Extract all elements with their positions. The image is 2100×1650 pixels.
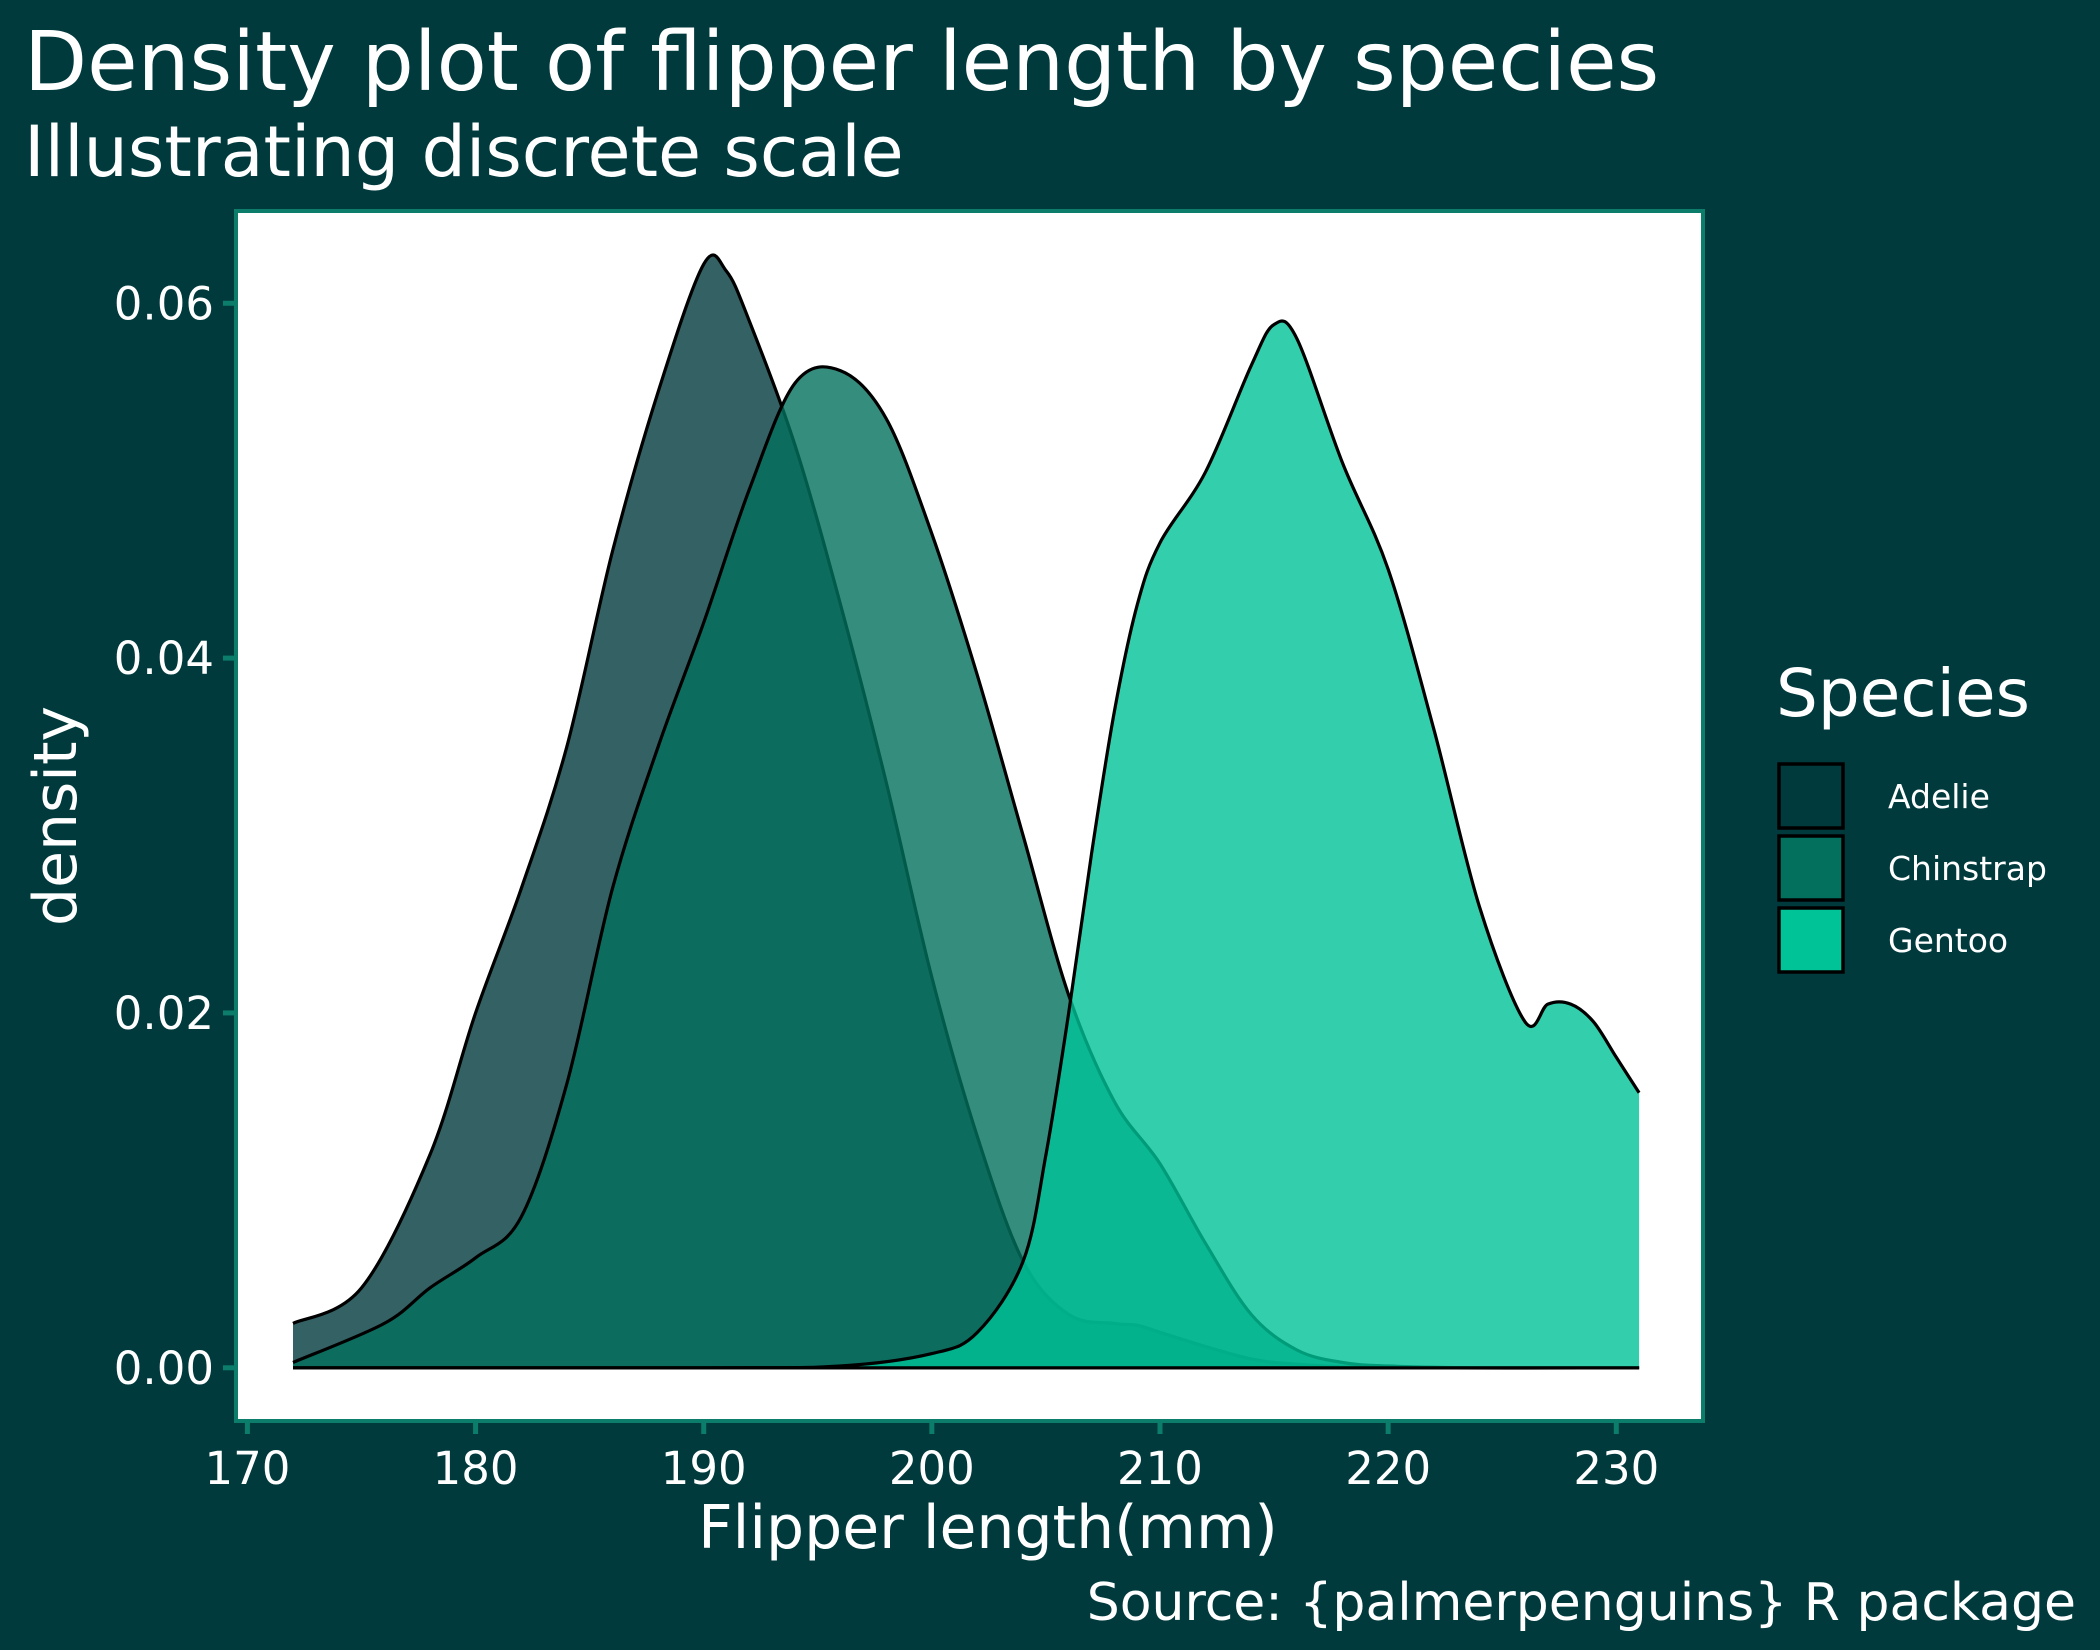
- legend: Species Adelie Chinstrap Gentoo: [1776, 655, 2047, 974]
- legend-title: Species: [1776, 655, 2030, 732]
- x-tick-label: 230: [1573, 1442, 1659, 1495]
- x-tick-label: 170: [204, 1442, 290, 1495]
- x-tick-label: 200: [889, 1442, 975, 1495]
- y-tick-label: 0.06: [114, 277, 214, 330]
- x-axis-title: Flipper length(mm): [698, 1493, 1278, 1563]
- x-tick-label: 220: [1345, 1442, 1431, 1495]
- density-area-chinstrap: [293, 366, 1640, 1368]
- y-tick-label: 0.04: [114, 632, 214, 685]
- x-tick-label: 180: [433, 1442, 519, 1495]
- legend-label-chinstrap: Chinstrap: [1888, 849, 2047, 888]
- y-axis: 0.00 0.02 0.04 0.06: [114, 277, 236, 1395]
- chart-caption: Source: {palmerpenguins} R package: [1087, 1573, 2076, 1633]
- y-axis-title: density: [21, 706, 91, 926]
- legend-label-adelie: Adelie: [1888, 777, 1990, 816]
- x-tick-label: 210: [1117, 1442, 1203, 1495]
- legend-key-chinstrap: [1777, 834, 1845, 902]
- legend-label-gentoo: Gentoo: [1888, 921, 2008, 960]
- density-areas: [292, 253, 1641, 1370]
- y-tick-label: 0.00: [114, 1342, 214, 1395]
- density-outline-gentoo: [292, 319, 1641, 1370]
- density-area-gentoo: [293, 320, 1640, 1368]
- legend-key-gentoo: [1777, 906, 1845, 974]
- series-gentoo: [292, 319, 1641, 1370]
- chart-subtitle: Illustrating discrete scale: [24, 111, 904, 193]
- y-tick-label: 0.02: [114, 987, 214, 1040]
- chart-title: Density plot of flipper length by specie…: [24, 15, 1659, 110]
- x-axis: 170 180 190 200 210 220 230: [204, 1421, 1659, 1495]
- legend-key-adelie: [1777, 762, 1845, 830]
- x-tick-label: 190: [661, 1442, 747, 1495]
